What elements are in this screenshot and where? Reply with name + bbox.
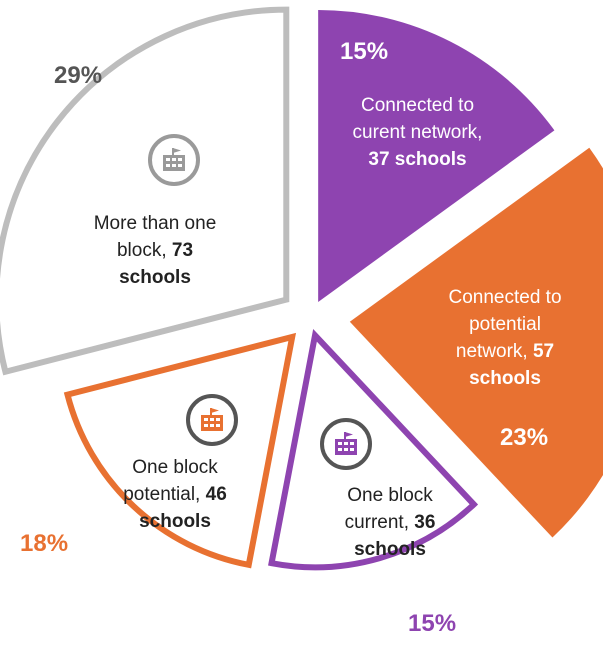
pie-slice-2 bbox=[349, 147, 603, 538]
slice-label-s2: Connected to potential network, 57 schoo… bbox=[448, 287, 562, 389]
pct-label-s2: 23% bbox=[500, 424, 549, 451]
pct-label-s4: 18% bbox=[20, 530, 69, 557]
school-icon bbox=[320, 418, 372, 470]
school-icon bbox=[186, 394, 238, 446]
pie-slice-1 bbox=[318, 9, 555, 302]
slice-label-s3: One block current, 36 schools bbox=[344, 485, 436, 560]
slice-label-s1: Connected to curent network, 37 schools bbox=[352, 95, 483, 170]
pie-slice-5 bbox=[0, 6, 290, 376]
pct-label-s3: 15% bbox=[408, 610, 457, 637]
slice-label-s4: One block potential, 46 schools bbox=[123, 457, 227, 532]
pct-label-s1: 15% bbox=[340, 38, 389, 65]
pct-label-s5: 29% bbox=[54, 62, 103, 89]
pie-slice-3 bbox=[268, 328, 479, 571]
school-icon bbox=[148, 134, 200, 186]
pie-slice-4 bbox=[63, 332, 297, 569]
slice-label-s5: More than one block, 73 schools bbox=[93, 213, 217, 288]
